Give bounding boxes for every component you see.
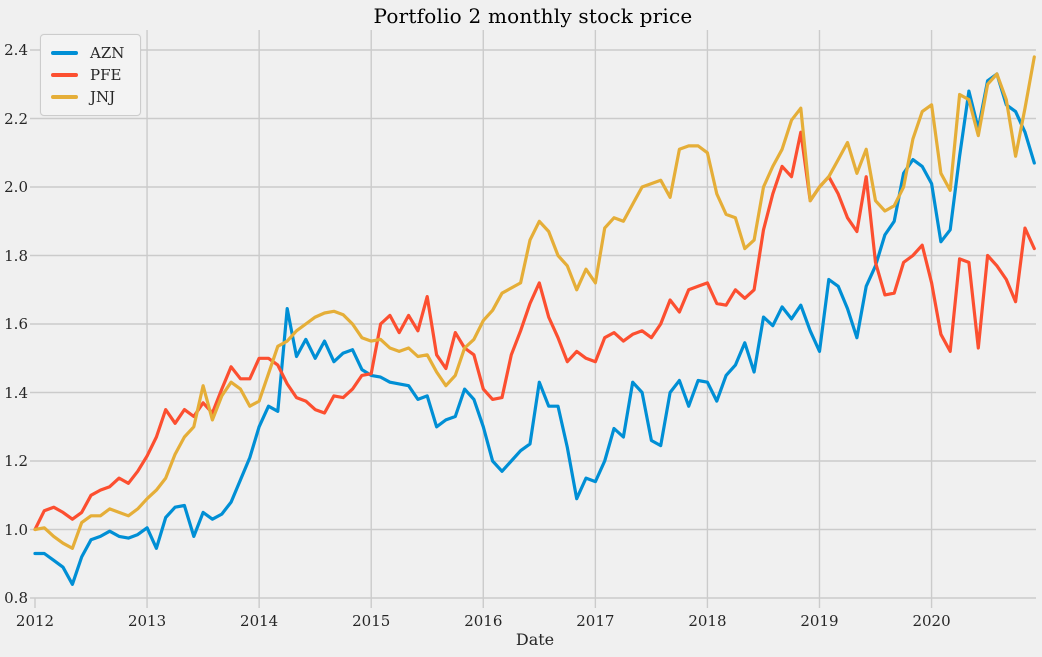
legend-item-azn: AZN — [51, 42, 124, 64]
legend: AZN PFE JNJ — [40, 34, 142, 116]
azn-line-swatch-icon — [51, 51, 78, 55]
jnj-line-swatch-icon — [51, 95, 78, 99]
y-tick-label: 2.4 — [4, 41, 28, 59]
x-tick-label: 2018 — [688, 612, 727, 630]
x-tick-label: 2019 — [800, 612, 839, 630]
series-line-azn — [33, 72, 1036, 586]
y-tick-label: 2.0 — [4, 178, 28, 196]
legend-item-jnj: JNJ — [51, 86, 124, 108]
x-tick-label: 2020 — [912, 612, 951, 630]
y-tick-label: 1.0 — [4, 520, 28, 539]
legend-item-pfe: PFE — [51, 64, 124, 86]
x-tick-label: 2015 — [352, 612, 391, 630]
y-tick-label: 0.8 — [4, 589, 28, 607]
y-tick-label: 1.4 — [4, 383, 28, 402]
y-tick-label: 1.6 — [4, 315, 28, 333]
x-tick-label: 2014 — [240, 612, 279, 630]
legend-label-pfe: PFE — [90, 66, 122, 84]
x-axis-title: Date — [515, 630, 555, 649]
x-tick-label: 2016 — [464, 612, 503, 630]
pfe-line-swatch-icon — [51, 73, 78, 77]
y-tick-label: 2.2 — [4, 109, 28, 128]
x-tick-label: 2013 — [127, 612, 167, 630]
series-line-pfe — [33, 130, 1036, 532]
legend-label-azn: AZN — [90, 44, 125, 62]
y-tick-label: 1.8 — [4, 246, 28, 265]
chart-title: Portfolio 2 monthly stock price — [373, 4, 693, 28]
series-line-jnj — [33, 55, 1036, 550]
x-tick-label: 2017 — [576, 612, 615, 630]
y-tick-label: 1.2 — [4, 452, 28, 470]
legend-label-jnj: JNJ — [90, 88, 116, 106]
x-tick-label: 2012 — [15, 612, 55, 630]
